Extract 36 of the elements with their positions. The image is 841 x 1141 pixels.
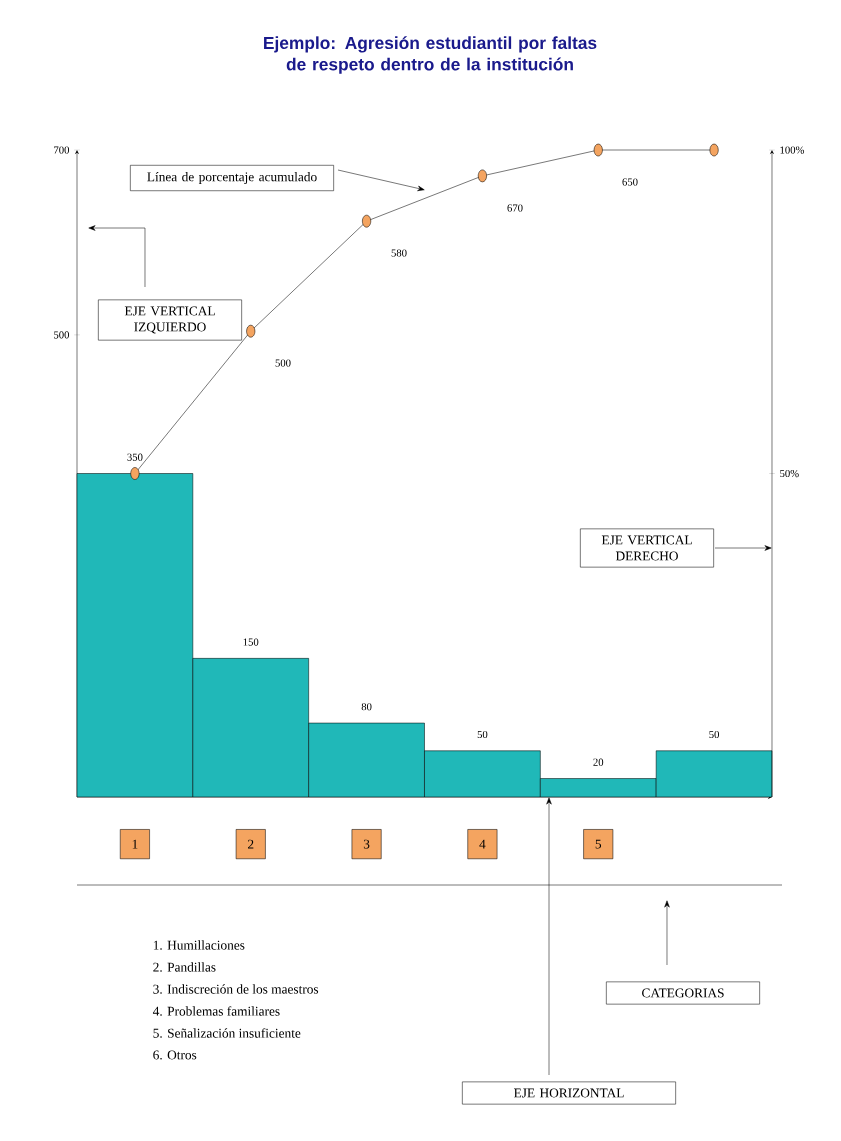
x-tick-label: 1 bbox=[132, 839, 138, 849]
point bbox=[709, 143, 719, 157]
x-tick-label: 3 bbox=[363, 839, 370, 849]
y2-tick-label: 50% bbox=[780, 469, 799, 478]
text: CATEGORIAS bbox=[642, 988, 724, 998]
annotation: 650 bbox=[622, 178, 638, 186]
x-tick-label: 4 bbox=[479, 839, 486, 849]
point bbox=[362, 214, 372, 228]
point bbox=[130, 467, 140, 480]
annotation: 670 bbox=[507, 204, 523, 212]
annotation: 500 bbox=[275, 359, 291, 367]
y2-tick-label: 100% bbox=[780, 146, 805, 154]
point bbox=[593, 143, 603, 157]
chart-title: Ejemplo: Agresión estudiantil por faltas de respeto dentro de la institución bbox=[264, 36, 597, 74]
text: 6. Otros bbox=[153, 1050, 197, 1060]
text: 5. Señalización insuficiente bbox=[153, 1028, 301, 1038]
data-label: 50 bbox=[709, 730, 720, 739]
annotation: EJE VERTICAL DERECHO bbox=[601, 535, 692, 561]
point bbox=[246, 324, 256, 338]
y-tick-label: 700 bbox=[54, 146, 70, 154]
text: 4. Problemas familiares bbox=[152, 1006, 280, 1016]
text: EJE HORIZONTAL bbox=[513, 1088, 624, 1098]
x-tick-label: 2 bbox=[248, 839, 254, 849]
data-label: 50 bbox=[477, 730, 488, 739]
point bbox=[477, 169, 487, 183]
data-label: 350 bbox=[127, 453, 143, 461]
data-label: 20 bbox=[593, 758, 604, 766]
x-tick-label: 5 bbox=[595, 839, 602, 849]
text: 3. Indiscreción de los maestros bbox=[153, 984, 319, 994]
text: 2. Pandillas bbox=[153, 962, 216, 972]
annotation: EJE VERTICAL IZQUIERDO bbox=[124, 306, 215, 334]
data-label: 80 bbox=[361, 703, 372, 711]
data-label: 150 bbox=[243, 638, 259, 646]
text: 1. Humillaciones bbox=[153, 940, 245, 950]
annotation: 580 bbox=[391, 249, 407, 257]
annotation: Línea de porcentaje acumulado bbox=[147, 171, 317, 185]
